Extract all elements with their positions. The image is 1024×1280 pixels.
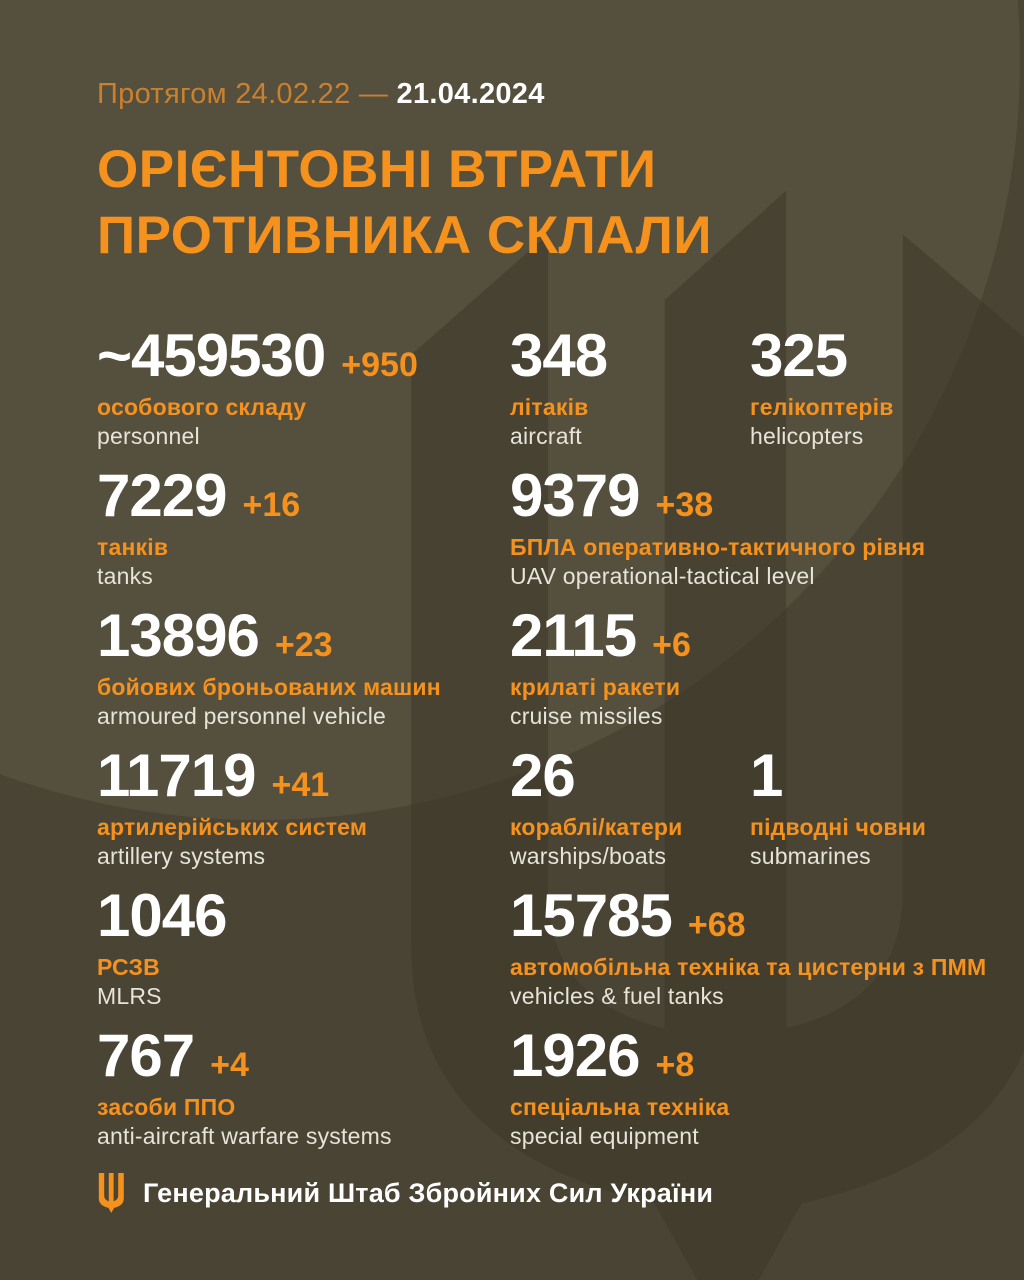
stat-label-en: tanks [97, 563, 153, 589]
page-title: ОРІЄНТОВНІ ВТРАТИ ПРОТИВНИКА СКЛАЛИ [97, 137, 712, 268]
period-line: Протягом 24.02.22 — 21.04.2024 [97, 78, 712, 111]
stat-top-row: 1046 [97, 886, 242, 946]
stat-value: 2115 [510, 602, 637, 669]
stat-label-uk: спеціальна техніка [510, 1094, 730, 1120]
stat-label-uk: кораблі/катери [510, 814, 683, 840]
stat-label-en: MLRS [97, 983, 162, 1009]
stat-value: 348 [510, 322, 608, 389]
stat-label-uk: гелікоптерів [750, 394, 894, 420]
stat-delta: +41 [271, 766, 330, 804]
stat-label-en: personnel [97, 423, 200, 449]
stat-label-uk: крилаті ракети [510, 674, 681, 700]
stat-value: 767 [97, 1022, 195, 1089]
stat-block: 1 підводні човни submarines [750, 746, 926, 870]
stat-top-row: 348 [510, 326, 623, 386]
stat-label-en: warships/boats [510, 843, 667, 869]
stat-top-row: 26 [510, 746, 682, 806]
stat-delta: +950 [341, 346, 418, 384]
stat-label-uk: засоби ППО [97, 1094, 236, 1120]
stat-label-uk: літаків [510, 394, 589, 420]
stat-top-row: 11719 +41 [97, 746, 367, 806]
stat-value: 9379 [510, 462, 640, 529]
stat-value: 26 [510, 742, 576, 809]
stat-block: ~459530 +950 особового складу personnel [97, 326, 418, 450]
stat-label-en: artillery systems [97, 843, 266, 869]
stat-block: 7229 +16 танків tanks [97, 466, 300, 590]
stat-label-en: cruise missiles [510, 703, 663, 729]
stat-block: 13896 +23 бойових броньованих машин armo… [97, 606, 441, 730]
stat-block: 1046 РСЗВ MLRS [97, 886, 242, 1010]
stat-label-uk: РСЗВ [97, 954, 160, 980]
stat-value: 1046 [97, 882, 227, 949]
stat-label-uk: бойових броньованих машин [97, 674, 441, 700]
stat-block: 767 +4 засоби ППО anti-aircraft warfare … [97, 1026, 392, 1150]
stat-label-en: armoured personnel vehicle [97, 703, 387, 729]
stat-top-row: 767 +4 [97, 1026, 392, 1086]
trident-watermark [411, 190, 1024, 1280]
header: Протягом 24.02.22 — 21.04.2024 ОРІЄНТОВН… [97, 78, 712, 268]
stat-label-uk: автомобільна техніка та цистерни з ПММ [510, 954, 987, 980]
stat-top-row: 13896 +23 [97, 606, 441, 666]
stat-label-en: submarines [750, 843, 871, 869]
stat-block: 26 кораблі/катери warships/boats [510, 746, 682, 870]
stat-block: 1926 +8 спеціальна техніка special equip… [510, 1026, 729, 1150]
stat-block: 348 літаків aircraft [510, 326, 623, 450]
period-date: 21.04.2024 [396, 78, 545, 110]
stat-label-uk: особового складу [97, 394, 307, 420]
stat-label-en: aircraft [510, 423, 582, 449]
footer-org-name: Генеральний Штаб Збройних Сил України [143, 1177, 714, 1208]
stat-delta: +4 [210, 1046, 249, 1084]
stat-label-en: anti-aircraft warfare systems [97, 1123, 392, 1149]
stat-label-en: special equipment [510, 1123, 699, 1149]
stat-top-row: 2115 +6 [510, 606, 691, 666]
stat-block: 11719 +41 артилерійських систем artiller… [97, 746, 367, 870]
stat-label-en: vehicles & fuel tanks [510, 983, 724, 1009]
tryzub-trident-icon [98, 1173, 124, 1213]
stat-label-uk: БПЛА оперативно-тактичного рівня [510, 534, 926, 560]
stat-top-row: 9379 +38 [510, 466, 925, 526]
stat-label-en: helicopters [750, 423, 864, 449]
title-line-2: ПРОТИВНИКА СКЛАЛИ [97, 205, 712, 265]
stat-value: 11719 [97, 742, 257, 809]
stat-value: ~459530 [97, 322, 326, 389]
stat-value: 1926 [510, 1022, 640, 1089]
stat-label-en: UAV operational-tactical level [510, 563, 815, 589]
stat-delta: +8 [655, 1046, 695, 1084]
stat-top-row: 325 [750, 326, 894, 386]
stat-block: 15785 +68 автомобільна техніка та цистер… [510, 886, 986, 1010]
period-label: Протягом 24.02.22 — [97, 78, 389, 110]
stat-delta: +68 [687, 906, 746, 944]
stat-value: 325 [750, 322, 848, 389]
stat-top-row: 1 [750, 746, 926, 806]
stat-value: 13896 [97, 602, 260, 669]
stat-block: 2115 +6 крилаті ракети cruise missiles [510, 606, 691, 730]
footer: Генеральний Штаб Збройних Сил України [95, 1172, 713, 1214]
stat-block: 9379 +38 БПЛА оперативно-тактичного рівн… [510, 466, 925, 590]
stat-top-row: 15785 +68 [510, 886, 986, 946]
stat-value: 15785 [510, 882, 673, 949]
stat-delta: +38 [655, 486, 714, 524]
stat-top-row: 1926 +8 [510, 1026, 729, 1086]
stat-delta: +16 [242, 486, 301, 524]
stat-label-uk: танків [97, 534, 169, 560]
stat-delta: +23 [274, 626, 333, 664]
title-line-1: ОРІЄНТОВНІ ВТРАТИ [97, 140, 657, 199]
stat-top-row: ~459530 +950 [97, 326, 418, 386]
stat-top-row: 7229 +16 [97, 466, 300, 526]
stat-label-uk: підводні човни [750, 814, 927, 840]
stat-value: 1 [750, 742, 783, 809]
stat-label-uk: артилерійських систем [97, 814, 368, 840]
stat-delta: +6 [652, 626, 691, 664]
stat-block: 325 гелікоптерів helicopters [750, 326, 894, 450]
stat-value: 7229 [97, 462, 227, 529]
